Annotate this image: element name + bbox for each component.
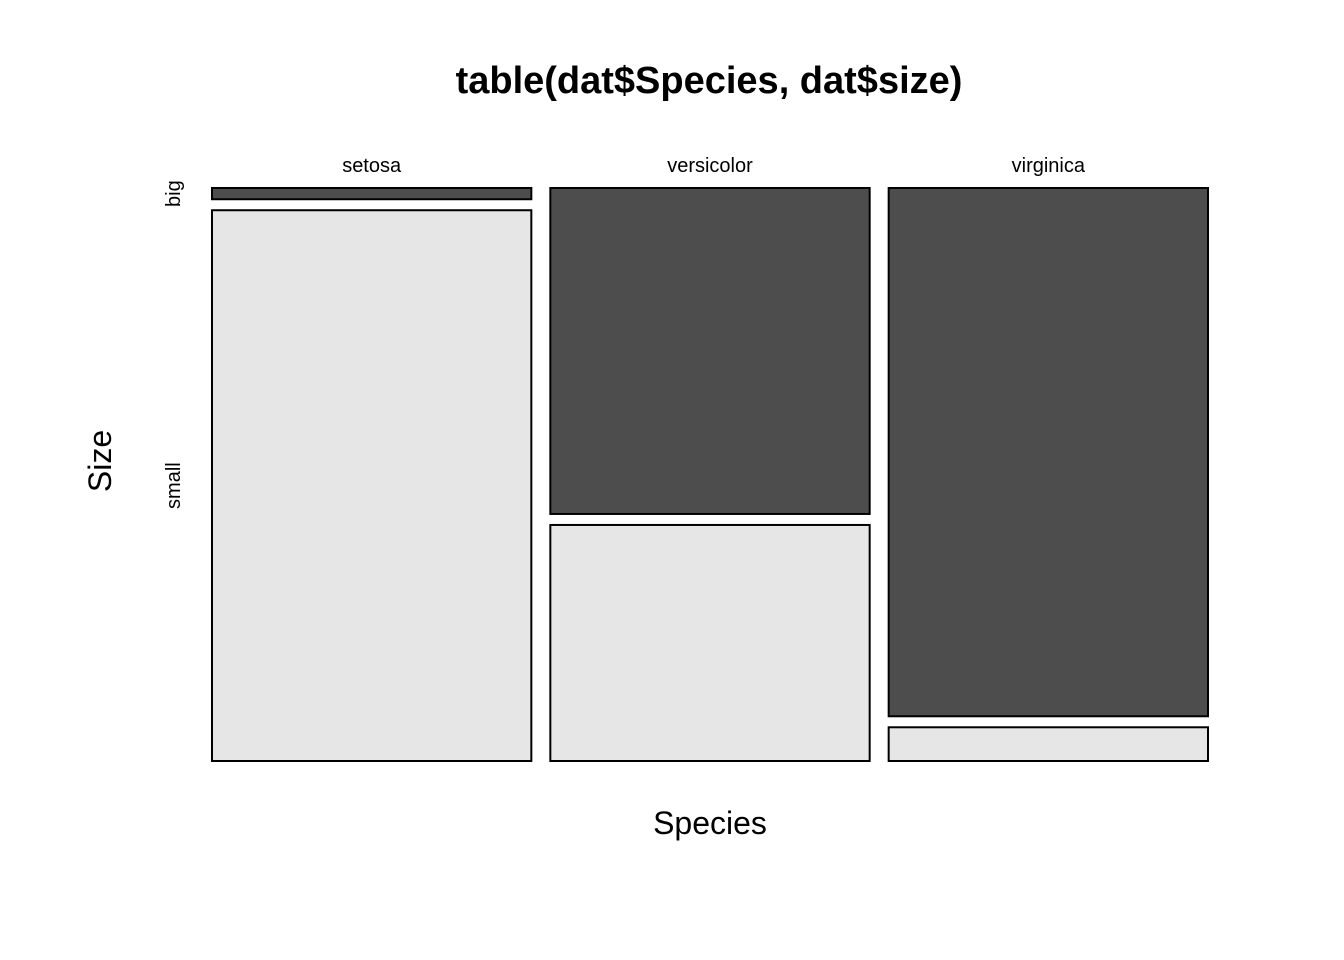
category-labels: setosa versicolor virginica (342, 155, 1086, 177)
chart-title: table(dat$Species, dat$size) (456, 60, 963, 102)
tile-versicolor-small (549, 523, 871, 763)
category-label-virginica: virginica (1012, 155, 1086, 177)
level-labels: big small (163, 180, 185, 509)
x-axis-label: Species (653, 805, 767, 841)
tile-versicolor-big (549, 187, 871, 515)
tile-virginica-small (887, 726, 1210, 763)
category-label-versicolor: versicolor (667, 155, 753, 177)
tile-setosa-big (211, 187, 533, 201)
category-label-setosa: setosa (342, 155, 402, 177)
y-axis-label: Size (82, 430, 118, 492)
level-label-big: big (163, 180, 185, 207)
tile-virginica-big (887, 187, 1210, 718)
mosaic-tiles (211, 187, 1210, 763)
level-label-small: small (163, 462, 185, 509)
tile-setosa-small (211, 209, 533, 763)
